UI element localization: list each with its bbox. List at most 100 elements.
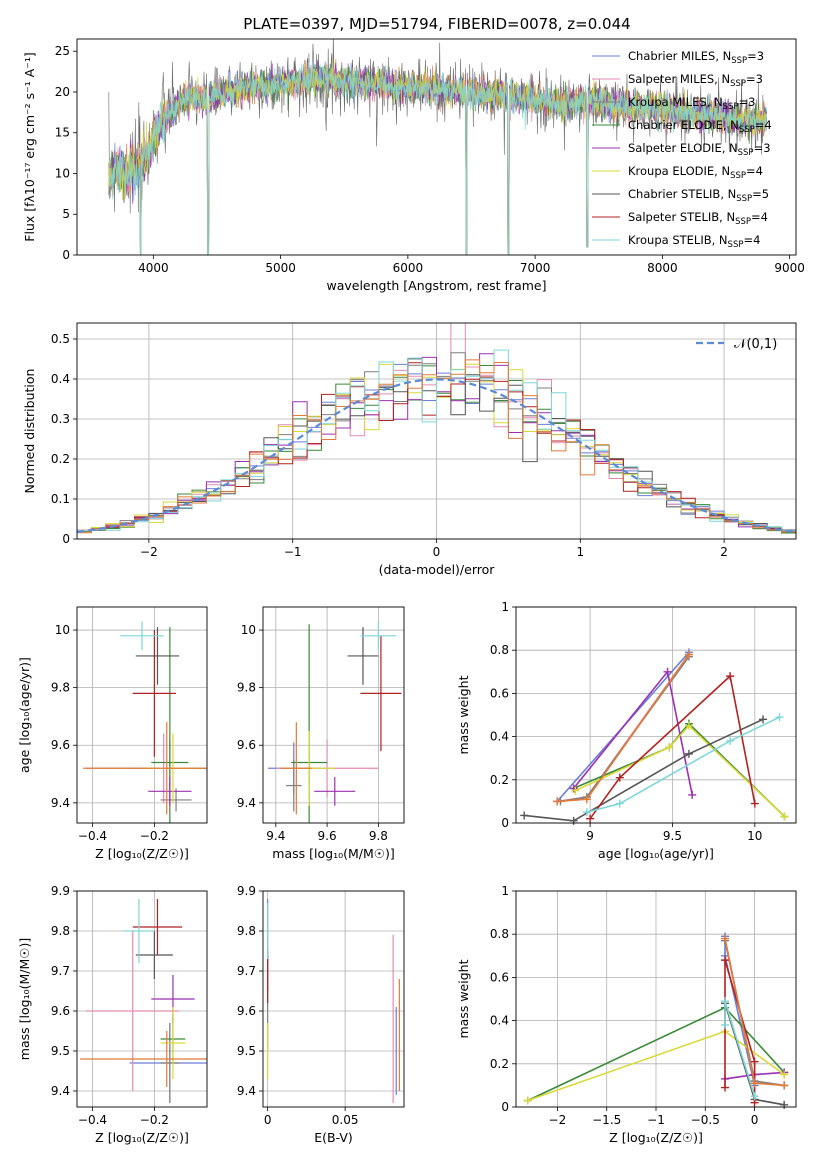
x-axis-label: Z [log₁₀(Z/Z☉)] <box>95 1130 189 1145</box>
y-axis-label: mass weight <box>456 959 471 1038</box>
x-axis-label: Z [log₁₀(Z/Z☉)] <box>609 1130 703 1145</box>
legend-entry: 𝒩(0,1) <box>734 337 777 352</box>
mass_vs_Z-plot-area <box>80 899 207 1103</box>
x-tick-label: 1 <box>576 545 584 559</box>
spectrum-plot-area <box>108 39 767 255</box>
y-axis-label: mass weight <box>456 675 471 754</box>
plus-marker <box>523 1096 532 1105</box>
x-tick-label: 0 <box>264 1113 272 1127</box>
legend-entry: Salpeter MILES, NSSP=3 <box>628 72 763 89</box>
x-axis-label: E(B-V) <box>314 1130 353 1145</box>
y-tick-label: 9.6 <box>51 1004 70 1018</box>
x-tick-label: 9000 <box>774 261 805 275</box>
x-axis-label: (data-model)/error <box>379 562 496 577</box>
plus-marker <box>750 1079 759 1088</box>
x-tick-label: −1.5 <box>592 1113 621 1127</box>
y-tick-label: 0.4 <box>490 730 509 744</box>
spectrum-line <box>108 59 767 255</box>
age_vs_mass-plot-area <box>268 621 402 823</box>
plus-marker <box>615 799 624 808</box>
y-tick-label: 0.8 <box>490 927 509 941</box>
legend-entry: Salpeter ELODIE, NSSP=3 <box>628 141 771 158</box>
plus-marker <box>726 736 735 745</box>
x-tick-label: 8000 <box>647 261 678 275</box>
plus-marker <box>750 1092 759 1101</box>
plus-marker <box>553 797 562 806</box>
axes-frame <box>515 606 797 824</box>
y-tick-label: 0.6 <box>490 970 509 984</box>
y-tick-label: 5 <box>62 207 70 221</box>
y-tick-label: 0.8 <box>490 643 509 657</box>
mass-weight-series <box>582 713 784 817</box>
plus-marker <box>780 812 789 821</box>
y-tick-label: 9.5 <box>237 1044 256 1058</box>
mass_vs_ebv-panel: 0 0.05 9.4 9.5 9.6 9.7 9.8 9.9 E(B-V) <box>237 884 405 1145</box>
legend-entry: Kroupa MILES, NSSP=3 <box>628 95 755 112</box>
x-tick-label: 9.8 <box>369 829 388 843</box>
y-tick-label: 0.3 <box>51 412 70 426</box>
residual_hist-panel: −2 −1 0 1 2 0 0.1 0.2 0.3 0.4 0.5 (data-model)/erro… <box>22 322 797 577</box>
errorbar-point <box>160 1007 186 1079</box>
legend-entry: Chabrier STELIB, NSSP=5 <box>628 187 769 204</box>
x-axis-label: age [log₁₀(age/yr)] <box>598 846 714 861</box>
figure-title: PLATE=0397, MJD=51794, FIBERID=0078, z=0… <box>243 15 630 33</box>
y-tick-label: 10 <box>55 166 70 180</box>
errorbar-point <box>280 722 312 815</box>
x-tick-label: −0.2 <box>140 1113 169 1127</box>
errorbar-point <box>135 627 180 685</box>
x-axis-label: mass [log₁₀(M/M☉)] <box>272 846 394 861</box>
y-tick-label: 9.4 <box>51 796 70 810</box>
errorbar-point <box>80 1031 207 1087</box>
legend-entry: Chabrier ELODIE, NSSP=4 <box>628 118 772 135</box>
mass-weight-series <box>721 934 789 1090</box>
plus-marker <box>721 997 730 1006</box>
y-tick-label: 0 <box>501 816 509 830</box>
spectrum-panel: 4000 5000 6000 7000 8000 9000 0 5 10 15 20 25 wavele… <box>22 38 805 293</box>
y-tick-label: 0 <box>62 532 70 546</box>
x-tick-label: 9.6 <box>318 829 337 843</box>
massweight_vs_Z-plot-area <box>523 932 789 1109</box>
x-tick-label: 0 <box>751 1113 759 1127</box>
x-tick-label: 0.05 <box>332 1113 359 1127</box>
x-tick-label: 5000 <box>265 261 296 275</box>
y-tick-label: 9.8 <box>51 681 70 695</box>
plus-marker <box>721 956 730 965</box>
plus-marker <box>684 721 693 730</box>
y-tick-label: 20 <box>55 85 70 99</box>
errorbar-point <box>86 931 180 1091</box>
mass-weight-series <box>571 721 789 821</box>
errorbar-point <box>347 627 379 685</box>
mass_vs_ebv-plot-area <box>267 899 400 1103</box>
x-tick-label: −0.2 <box>140 829 169 843</box>
y-tick-label: 0.2 <box>51 452 70 466</box>
x-tick-label: 9.4 <box>266 829 285 843</box>
mass-weight-series <box>553 650 693 806</box>
massweight_vs_age-plot-area <box>520 648 789 825</box>
mass-weight-series <box>721 997 759 1101</box>
errorbar-point <box>151 627 189 823</box>
mass-weight-series <box>569 667 697 799</box>
errorbar-point <box>83 722 207 815</box>
errorbar-point <box>360 621 397 651</box>
errorbar-point <box>148 776 192 806</box>
y-tick-label: 15 <box>55 126 70 140</box>
errorbar-point <box>123 899 155 963</box>
y-tick-label: 25 <box>55 44 70 58</box>
mass_vs_Z-panel: −0.4 −0.2 9.4 9.5 9.6 9.7 9.8 9.9 Z [log₁₀(Z/Z☉)… <box>17 884 208 1145</box>
y-tick-label: 0.5 <box>51 332 70 346</box>
massweight_vs_age-panel: 9 9.5 10 0 0.2 0.4 0.6 0.8 1 age [log₁₀(age/yr)] m… <box>456 600 797 861</box>
plus-marker <box>750 799 759 808</box>
errorbar-point <box>120 621 164 651</box>
x-tick-label: −2 <box>140 545 158 559</box>
y-tick-label: 1 <box>501 600 509 614</box>
plus-marker <box>569 816 578 825</box>
residual_hist-plot-area <box>77 323 796 534</box>
y-tick-label: 9.4 <box>237 1084 256 1098</box>
x-axis-label: Z [log₁₀(Z/Z☉)] <box>95 846 189 861</box>
x-tick-label: −0.4 <box>78 829 107 843</box>
plus-marker <box>684 650 693 659</box>
plus-marker <box>582 795 591 804</box>
plus-marker <box>665 743 674 752</box>
histogram-step <box>77 349 796 532</box>
